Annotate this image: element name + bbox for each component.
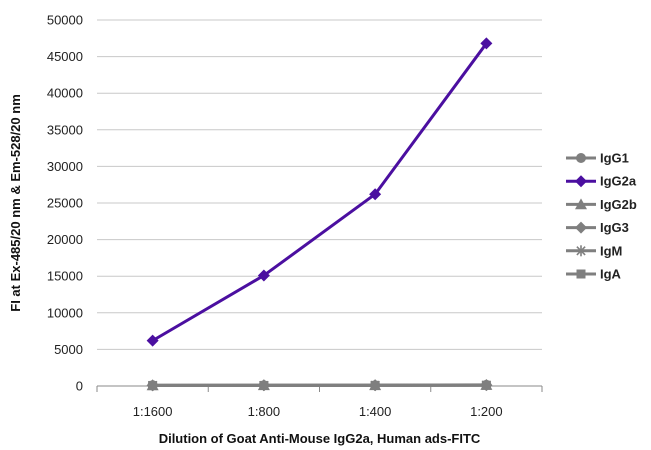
data-point xyxy=(148,381,158,391)
legend-item: IgA xyxy=(566,267,622,282)
series-IgA xyxy=(148,380,491,391)
legend-label: IgA xyxy=(600,267,622,282)
legend-marker xyxy=(575,221,587,234)
x-axis-ticks: 1:1600 1:800 1:400 1:200 xyxy=(96,386,543,419)
legend-label: IgG2b xyxy=(600,197,637,212)
data-point xyxy=(369,188,382,201)
data-point xyxy=(259,380,269,390)
legend-label: IgG1 xyxy=(600,151,629,166)
x-tick-label: 1:200 xyxy=(470,404,503,419)
legend-marker xyxy=(575,198,587,210)
series-line xyxy=(151,42,488,342)
y-tick-label: 50000 xyxy=(47,13,83,28)
legend-label: IgM xyxy=(600,243,622,258)
x-axis-title: Dilution of Goat Anti-Mouse IgG2a, Human… xyxy=(159,431,481,446)
gridlines xyxy=(97,19,542,350)
series-IgG2a xyxy=(146,37,493,347)
legend-item: IgG2a xyxy=(566,174,637,189)
y-tick-label: 15000 xyxy=(47,269,83,284)
legend-label: IgG2a xyxy=(600,174,637,189)
x-tick-label: 1:1600 xyxy=(133,404,173,419)
legend-item: IgG2b xyxy=(566,197,637,212)
y-tick-label: 10000 xyxy=(47,305,83,320)
data-point xyxy=(370,380,380,390)
series-group xyxy=(146,37,493,392)
x-tick-label: 1:800 xyxy=(248,404,281,419)
y-axis-ticks: 0 5000 10000 15000 20000 25000 30000 35000 40000… xyxy=(47,13,83,394)
legend-item: IgG1 xyxy=(566,151,629,166)
legend: IgG1 IgG2a IgG2b IgG3 IgM IgA xyxy=(566,151,637,282)
legend-marker xyxy=(576,153,586,163)
legend-item: IgM xyxy=(566,243,622,258)
data-point xyxy=(481,380,491,390)
y-tick-label: 25000 xyxy=(47,196,83,211)
legend-marker xyxy=(575,175,587,188)
y-tick-label: 30000 xyxy=(47,159,83,174)
legend-marker xyxy=(575,245,587,257)
x-tick-label: 1:400 xyxy=(359,404,392,419)
data-point xyxy=(257,269,270,282)
y-tick-label: 40000 xyxy=(47,86,83,101)
data-point xyxy=(480,37,493,50)
legend-item: IgG3 xyxy=(566,220,629,235)
legend-label: IgG3 xyxy=(600,220,629,235)
y-tick-label: 0 xyxy=(76,379,83,394)
data-point xyxy=(146,334,159,347)
y-tick-label: 45000 xyxy=(47,49,83,64)
legend-marker xyxy=(576,269,586,279)
y-tick-label: 5000 xyxy=(54,342,83,357)
y-tick-label: 20000 xyxy=(47,232,83,247)
y-axis-title: FI at Ex-485/20 nm & Em-528/20 nm xyxy=(8,94,23,311)
y-tick-label: 35000 xyxy=(47,122,83,137)
